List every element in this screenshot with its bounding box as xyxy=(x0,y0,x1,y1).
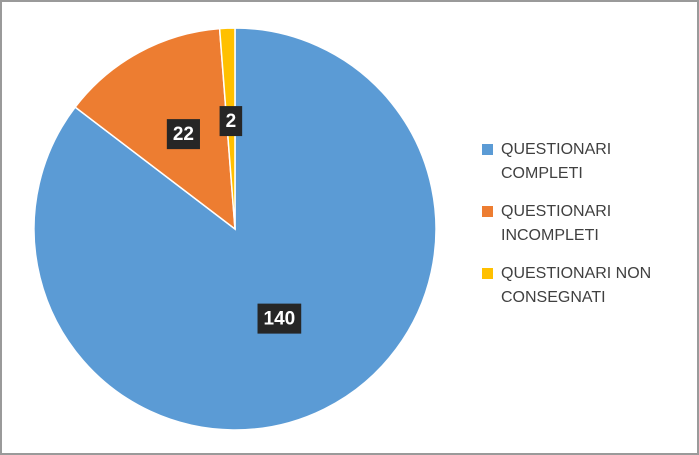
legend-swatch xyxy=(482,206,493,217)
data-label-text: 22 xyxy=(173,124,194,145)
legend-swatch xyxy=(482,268,493,279)
legend-item: QUESTIONARI INCOMPLETI xyxy=(482,200,682,248)
data-label-box xyxy=(166,119,200,150)
legend: QUESTIONARI COMPLETI QUESTIONARI INCOMPLE… xyxy=(482,138,682,324)
data-label-text: 2 xyxy=(226,111,237,132)
data-label-box xyxy=(219,106,243,137)
legend-item: QUESTIONARI NON CONSEGNATI xyxy=(482,262,682,310)
data-label: 140 xyxy=(257,303,302,334)
legend-label: QUESTIONARI COMPLETI xyxy=(501,141,612,182)
legend-item: QUESTIONARI COMPLETI xyxy=(482,138,682,186)
legend-label: QUESTIONARI INCOMPLETI xyxy=(501,203,612,244)
data-label: 22 xyxy=(166,119,200,150)
pie-slice xyxy=(74,27,236,231)
legend-label: QUESTIONARI NON CONSEGNATI xyxy=(501,265,652,306)
data-label: 2 xyxy=(219,106,243,137)
data-label-box xyxy=(257,303,302,334)
data-label-text: 140 xyxy=(264,309,296,330)
legend-swatch xyxy=(482,144,493,155)
